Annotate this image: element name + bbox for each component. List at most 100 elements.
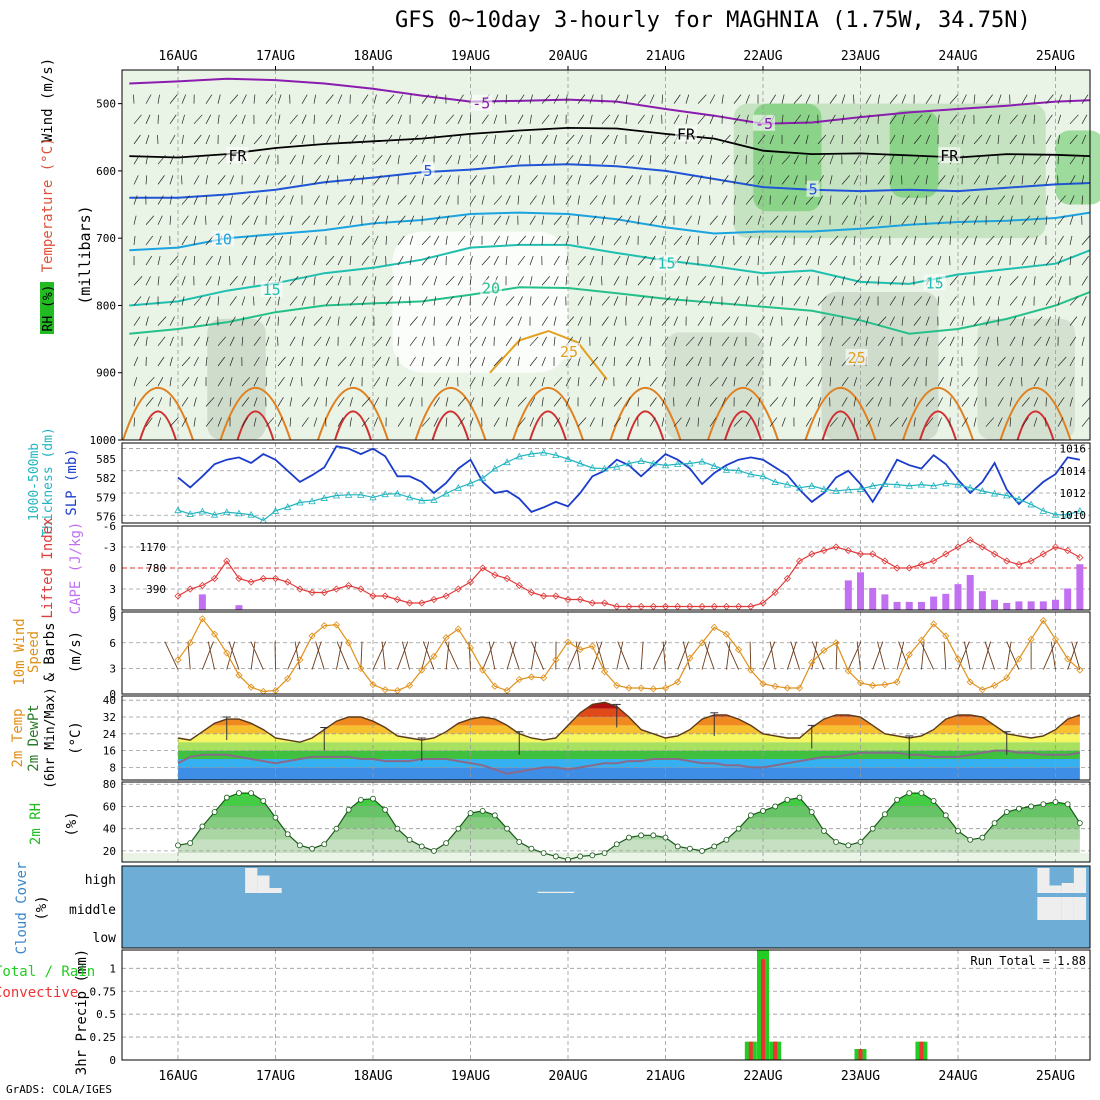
lifted-index-point (1064, 546, 1072, 555)
wind-barb (145, 175, 148, 185)
wind-barb (709, 376, 719, 387)
lifted-index-point (357, 585, 365, 593)
wind-barb (169, 377, 172, 387)
contour-label-bg (655, 254, 678, 271)
wind-barb (397, 376, 407, 387)
wind-speed-point (552, 656, 560, 664)
wind-barb (229, 195, 233, 205)
rh-point (479, 807, 486, 814)
wind-barb (385, 134, 393, 145)
wind-barb (769, 316, 774, 326)
wind-barb (217, 397, 223, 407)
wind-barb (913, 336, 921, 347)
wind-barb (817, 316, 826, 326)
heat-arch-inner (139, 410, 177, 441)
wind-barb (1057, 397, 1065, 407)
thickness-point (710, 462, 718, 469)
wind-speed-point (820, 646, 828, 655)
wind-barb (985, 114, 992, 125)
wind-barb (373, 175, 382, 185)
thickness-point (369, 493, 377, 501)
wind-barb (1021, 417, 1029, 427)
wind-barb (913, 215, 918, 225)
wind-barb (241, 134, 245, 145)
thickness-point (881, 480, 889, 487)
wind-barb (565, 94, 568, 104)
thickness-point (527, 450, 536, 457)
wind-barb (373, 235, 379, 246)
rh-point (382, 806, 389, 813)
thickness-tick: 582 (96, 472, 116, 485)
wind-barb-10m (401, 641, 410, 670)
wind-barb (349, 154, 357, 165)
wind-barb (421, 296, 428, 306)
thickness-point (905, 482, 913, 489)
heat-arch (512, 386, 584, 441)
wind-barb (133, 276, 143, 286)
wind-barb (385, 195, 390, 205)
wind-barb (193, 235, 197, 245)
wind-barb (385, 336, 391, 346)
cape-bar (991, 599, 999, 610)
wind-barb (181, 316, 184, 326)
contour-label: 15 (926, 274, 944, 292)
wind-barb-10m (1006, 641, 1020, 670)
lifted-index-point (1039, 550, 1047, 558)
wind-barb (1009, 356, 1015, 367)
wind-barb (781, 336, 790, 347)
thickness-point (856, 485, 865, 492)
thickness-line (177, 451, 1081, 522)
lifted-index-point (235, 574, 243, 583)
wind-barb-10m (769, 641, 776, 670)
wind-barb (1033, 94, 1037, 104)
x-tick-label-bottom: 19AUG (451, 1069, 490, 1084)
wind-barb (409, 94, 412, 104)
wind-barb (973, 215, 979, 225)
wind-barb (409, 336, 417, 347)
wind-barb (589, 316, 592, 326)
wind-barb (169, 356, 173, 367)
rh-point (1040, 801, 1047, 808)
wind-speed-point (454, 625, 462, 633)
wind-barb (541, 276, 551, 286)
wind-barb (685, 417, 691, 427)
temp-band (178, 733, 1080, 743)
wind-barb (577, 94, 586, 104)
contour-label-bg (923, 274, 946, 291)
wind-barb (745, 356, 755, 367)
cloud-label-1: Cloud Cover (14, 862, 30, 955)
wind-barb (1009, 377, 1014, 387)
wind-speed-point (381, 686, 389, 694)
lifted-index-point (978, 543, 986, 551)
wind-barb (997, 417, 1003, 427)
wind-barb (661, 296, 671, 306)
wind-barb (229, 256, 231, 266)
wind-barb (793, 155, 799, 165)
wind-barb (1021, 276, 1028, 286)
wind-barb (205, 356, 208, 367)
wind-barb-10m (372, 641, 387, 670)
wind-speed-point (990, 681, 999, 690)
wind-barb (229, 114, 238, 125)
wind-barb (277, 235, 284, 246)
wind-barb (661, 397, 666, 407)
wind-barb-10m (250, 641, 256, 670)
cape-bar (857, 572, 864, 610)
wind-barb (889, 155, 895, 165)
wind-barb (637, 377, 641, 387)
wind-barb (1045, 175, 1050, 185)
wind-barb (1069, 134, 1078, 145)
wind-barb (601, 195, 607, 205)
x-tick-label-bottom: 21AUG (646, 1069, 685, 1084)
wind-speed-point (1064, 655, 1072, 663)
wind-barb (433, 175, 443, 185)
wind-tick: 9 (109, 611, 116, 624)
thickness-point (479, 474, 487, 482)
rh-point (857, 839, 864, 845)
wind-barb (325, 215, 328, 225)
wind-barb (985, 276, 993, 286)
wind-barb (973, 336, 981, 347)
li-tick: -3 (103, 541, 116, 554)
wind-barb (1045, 255, 1055, 266)
wind-speed-point (808, 658, 816, 666)
